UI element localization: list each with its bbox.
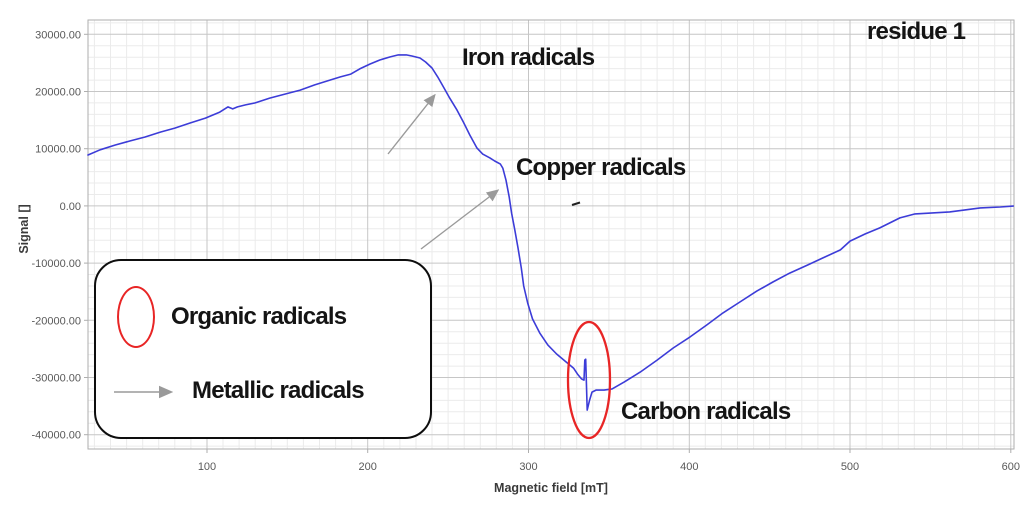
copper-radicals-label: Copper radicals xyxy=(516,154,686,181)
x-tick-label: 500 xyxy=(841,461,859,473)
y-axis-title: Signal [] xyxy=(17,204,31,254)
y-tick-label: -20000.00 xyxy=(31,315,81,327)
y-tick-label: 30000.00 xyxy=(35,29,81,41)
axis-tick-marks xyxy=(84,33,1012,453)
iron-radicals-label: Iron radicals xyxy=(462,44,595,71)
legend-metallic-label: Metallic radicals xyxy=(192,377,365,404)
annotation-shapes xyxy=(387,93,612,440)
y-tick-label: 20000.00 xyxy=(35,87,81,99)
y-tick-label: -10000.00 xyxy=(31,258,81,270)
y-tick-label: -30000.00 xyxy=(31,373,81,385)
legend-box: Organic radicals Metallic radicals xyxy=(94,259,432,439)
organic-radicals-ellipse-icon xyxy=(117,286,155,348)
stray-mark xyxy=(571,201,581,206)
carbon-radicals-ellipse-icon xyxy=(566,320,612,440)
x-tick-label: 400 xyxy=(680,461,698,473)
y-tick-label: -40000.00 xyxy=(31,430,81,442)
legend-organic-label: Organic radicals xyxy=(171,303,347,330)
iron-arrow-icon xyxy=(387,93,436,155)
signal-curve xyxy=(87,54,1014,411)
metallic-radicals-arrow-icon xyxy=(114,385,174,399)
x-axis-title: Magnetic field [mT] xyxy=(494,481,608,495)
axis-tick-labels: 100 200 300 400 500 600 30000.00 20000.00 10000.… xyxy=(31,29,1020,473)
y-tick-label: 0.00 xyxy=(60,201,81,213)
x-tick-label: 300 xyxy=(519,461,537,473)
residue-label: residue 1 xyxy=(867,18,966,45)
carbon-radicals-label: Carbon radicals xyxy=(621,398,791,425)
plot-border xyxy=(87,19,1015,450)
x-tick-label: 100 xyxy=(198,461,216,473)
x-tick-label: 600 xyxy=(1002,461,1020,473)
x-tick-label: 200 xyxy=(359,461,377,473)
epr-signal-line xyxy=(87,54,1014,411)
y-tick-label: 10000.00 xyxy=(35,144,81,156)
copper-arrow-icon xyxy=(420,189,500,250)
